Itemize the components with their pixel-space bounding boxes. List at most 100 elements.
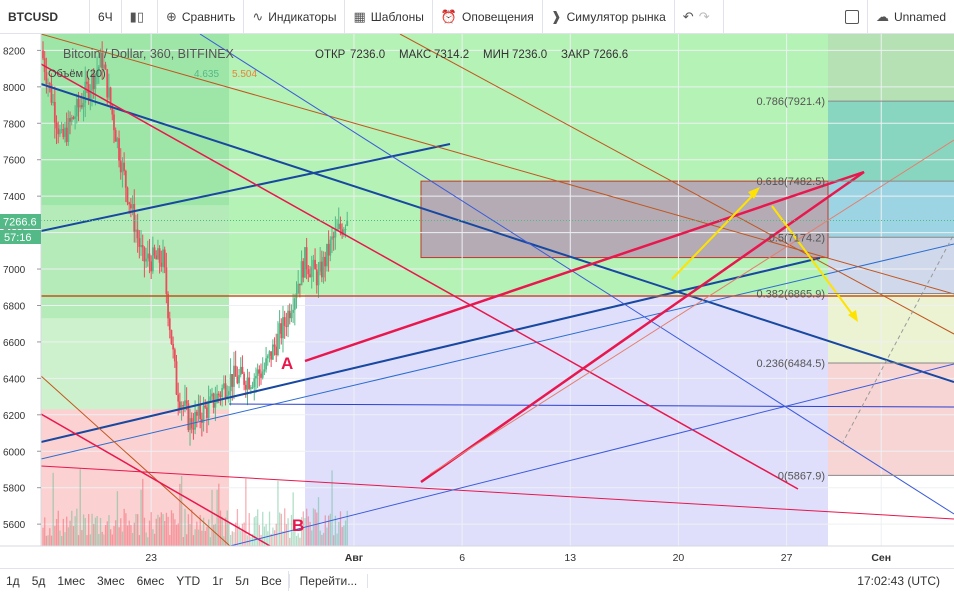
candle-body <box>69 118 71 122</box>
volume-bar <box>145 532 147 546</box>
candle <box>331 227 333 253</box>
volume-bar <box>140 489 142 546</box>
candle <box>150 255 153 280</box>
candle <box>290 304 293 323</box>
replay-button[interactable]: ❱ Симулятор рынка <box>543 0 675 34</box>
volume-bar <box>268 511 271 546</box>
candle <box>233 351 235 400</box>
redo-icon[interactable]: ↷ <box>698 8 710 24</box>
alerts-button[interactable]: ⏰ Оповещения <box>433 0 543 34</box>
range-button[interactable]: 1г <box>212 573 224 588</box>
candle-body <box>89 90 92 99</box>
volume-bar <box>72 526 75 546</box>
indicators-button[interactable]: ∿ Индикаторы <box>244 0 346 34</box>
fib-zone-2 <box>828 101 954 182</box>
range-button[interactable]: 1мес <box>57 573 85 588</box>
symbol-search[interactable]: BTCUSD <box>0 0 90 34</box>
candle-body <box>52 102 55 104</box>
volume-bar <box>47 535 49 546</box>
range-button[interactable]: 6мес <box>136 573 165 588</box>
candle-body <box>319 261 322 272</box>
candle <box>126 186 129 206</box>
replay-icon: ❱ <box>550 8 562 24</box>
volume-bar <box>126 525 129 546</box>
volume-bar <box>62 518 64 546</box>
candle <box>99 48 102 68</box>
annotation-b[interactable]: B <box>292 516 304 535</box>
candle-body <box>135 229 137 232</box>
annotation-a[interactable]: A <box>281 354 293 373</box>
price-scale[interactable] <box>0 34 41 546</box>
range-button[interactable]: 5д <box>31 573 46 588</box>
y-tick-label: 5600 <box>3 520 26 531</box>
candle <box>168 311 171 339</box>
candle <box>206 401 208 434</box>
volume-bar <box>211 489 213 546</box>
fullscreen-button[interactable] <box>837 0 868 34</box>
clock[interactable]: 17:02:43 (UTC) <box>857 573 940 588</box>
candle <box>271 339 274 361</box>
volume-bar <box>128 520 130 546</box>
volume-bar <box>302 511 304 546</box>
save-layout-button[interactable]: ☁ Unnamed <box>868 0 954 34</box>
templates-button[interactable]: ▦ Шаблоны <box>345 0 433 34</box>
fib-zone-5 <box>828 293 954 363</box>
volume-bars <box>42 468 348 546</box>
candle-body <box>206 407 208 418</box>
range-button[interactable]: 3мес <box>96 573 125 588</box>
range-button[interactable]: 1д <box>6 573 20 588</box>
time-scale[interactable] <box>0 546 954 568</box>
volume-bar <box>231 531 233 546</box>
candle-body <box>158 248 161 263</box>
blue-diagonal <box>199 34 954 515</box>
candle-body <box>266 355 269 359</box>
candle <box>287 305 289 338</box>
candle <box>266 354 269 366</box>
candle <box>322 251 325 284</box>
volume-bar <box>299 537 301 546</box>
candle <box>246 368 249 406</box>
chart-type-button[interactable]: ▮▯ <box>122 0 158 34</box>
y-tick-label: 6200 <box>3 411 26 422</box>
range-button[interactable]: 5л <box>235 573 249 588</box>
range-buttons: 1д 5д 1мес 3мес 6мес YTD 1г 5л Все <box>0 574 288 588</box>
volume-bar <box>60 536 63 546</box>
compare-button[interactable]: ⊕ Сравнить <box>158 0 245 34</box>
candle-body <box>80 105 83 108</box>
candle-body <box>222 383 225 388</box>
candle <box>173 347 176 368</box>
candle-body <box>185 400 188 404</box>
candle-body <box>136 229 139 239</box>
candle <box>224 375 227 406</box>
candle <box>57 121 60 144</box>
range-button[interactable]: YTD <box>176 573 201 588</box>
undo-icon[interactable]: ↶ <box>682 8 694 24</box>
candle <box>244 380 247 398</box>
candle-body <box>92 73 95 90</box>
projection-dashed-line <box>841 233 954 445</box>
goto-date-button[interactable]: Перейти... <box>288 573 369 588</box>
chart-area[interactable]: 0.786(7921.4) 0.618(7482.5) 0.5(7174.2) 0.3… <box>0 34 954 568</box>
candle <box>113 109 115 144</box>
fib-zone-4 <box>828 237 954 294</box>
candle-body <box>246 377 249 390</box>
candle <box>305 237 308 280</box>
range-button[interactable]: Все <box>260 573 282 588</box>
candle-body <box>165 267 168 294</box>
blue-trendline-short <box>41 143 451 232</box>
candle-body <box>150 261 153 272</box>
candle <box>238 368 240 389</box>
candle <box>148 239 151 274</box>
interval-button[interactable]: 6Ч <box>90 0 122 34</box>
candle-body <box>298 283 301 286</box>
y-tick-label: 8000 <box>3 83 26 94</box>
volume-bar <box>121 531 124 546</box>
candle <box>283 310 286 339</box>
candle <box>260 363 262 385</box>
candle <box>317 262 320 298</box>
candle-body <box>312 259 315 268</box>
legend-low-label: МИН <box>483 49 509 61</box>
volume-bar <box>160 512 162 546</box>
candle-body <box>101 52 104 69</box>
fib-level-label: 0.5(7174.2) <box>769 232 825 244</box>
